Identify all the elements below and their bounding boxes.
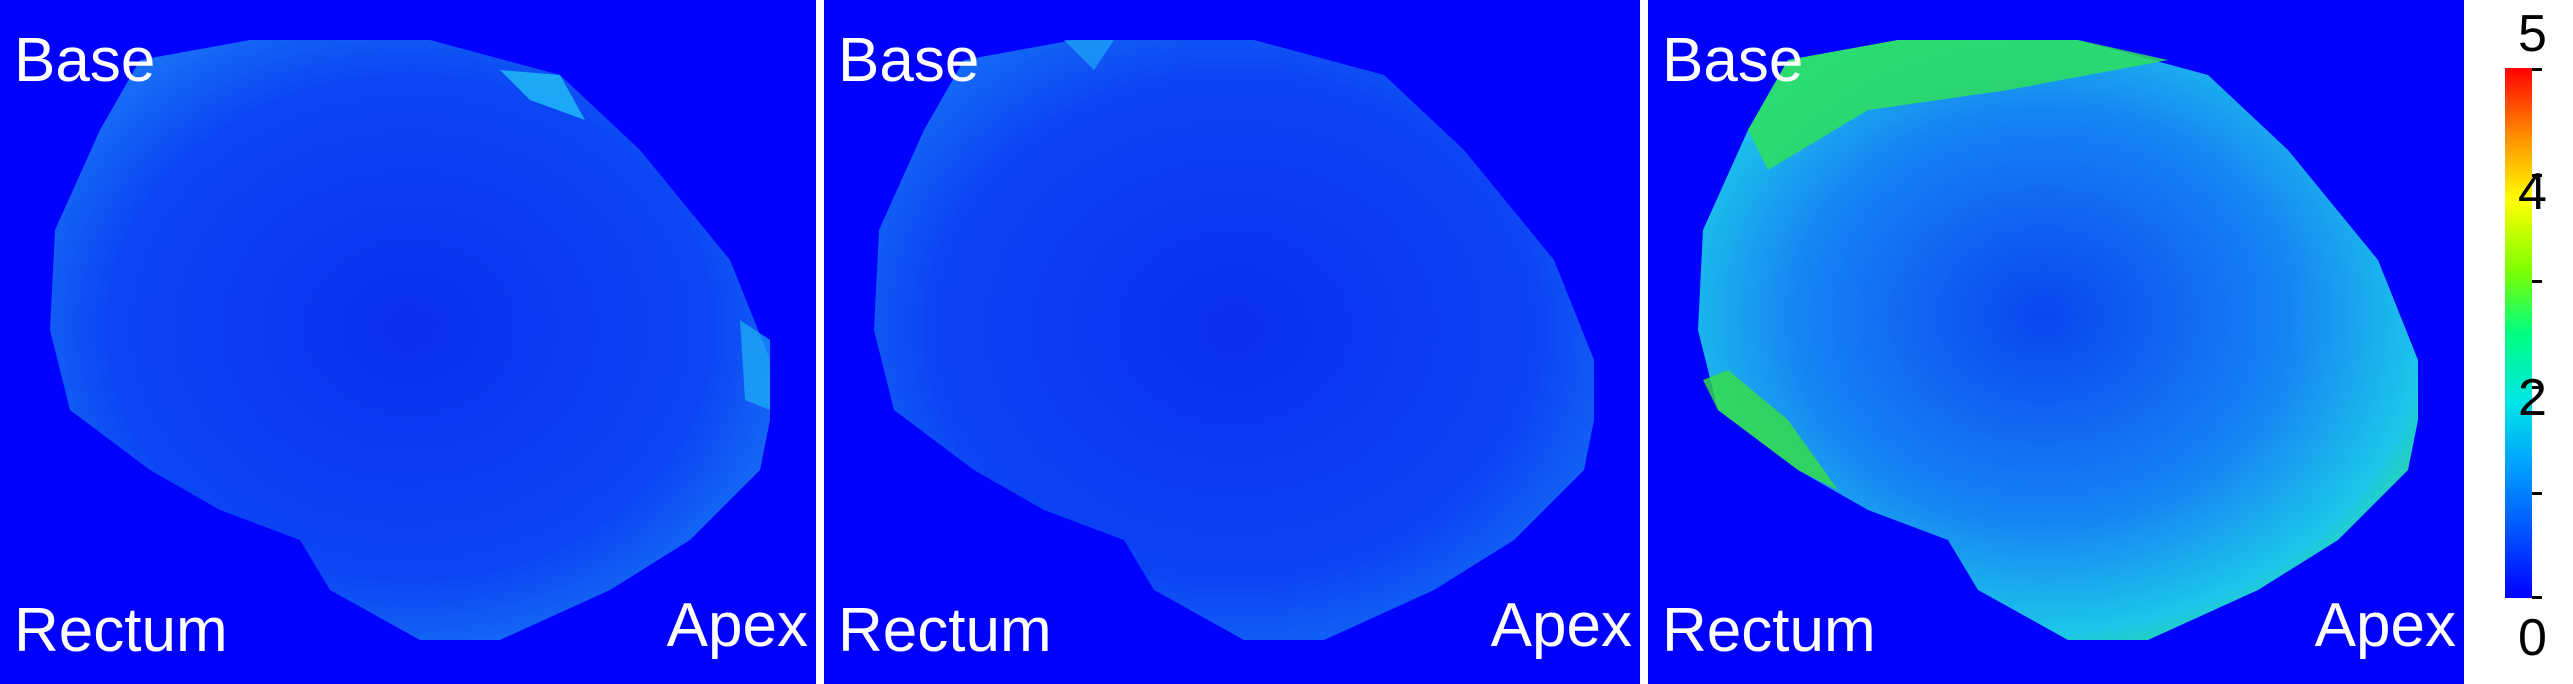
apex-label: Apex — [2314, 591, 2456, 660]
organ-shape — [1698, 40, 2418, 640]
colorbar-gradient — [2505, 68, 2532, 598]
tick-mark — [2532, 280, 2542, 283]
tick-label-2: 2 — [2518, 369, 2547, 427]
tick-label-5: 5 — [2518, 5, 2547, 63]
tick-mark — [2532, 596, 2542, 599]
base-label: Base — [838, 26, 980, 95]
apex-label: Apex — [666, 591, 808, 660]
heatmap-panel-2: Base Rectum Apex — [824, 0, 1640, 684]
tick-mark — [2532, 174, 2542, 177]
rectum-label: Rectum — [14, 596, 228, 665]
organ-shape — [50, 40, 770, 640]
organ-shape — [874, 40, 1594, 640]
heatmap-panel-3: Base Rectum Apex — [1648, 0, 2464, 684]
prostate-map-3 — [1648, 0, 2464, 684]
base-label: Base — [1662, 26, 1804, 95]
tick-label-0: 0 — [2518, 609, 2547, 667]
rectum-label: Rectum — [1662, 596, 1876, 665]
apex-label: Apex — [1490, 591, 1632, 660]
prostate-map-2 — [824, 0, 1640, 684]
colorbar: 5 4 2 0 — [2470, 0, 2573, 684]
tick-label-4: 4 — [2518, 163, 2547, 221]
tick-mark — [2532, 386, 2542, 389]
heatmap-panel-1: Base Rectum Apex — [0, 0, 816, 684]
rectum-label: Rectum — [838, 596, 1052, 665]
tick-mark — [2532, 492, 2542, 495]
tick-mark — [2532, 68, 2542, 71]
prostate-map-1 — [0, 0, 816, 684]
base-label: Base — [14, 26, 156, 95]
